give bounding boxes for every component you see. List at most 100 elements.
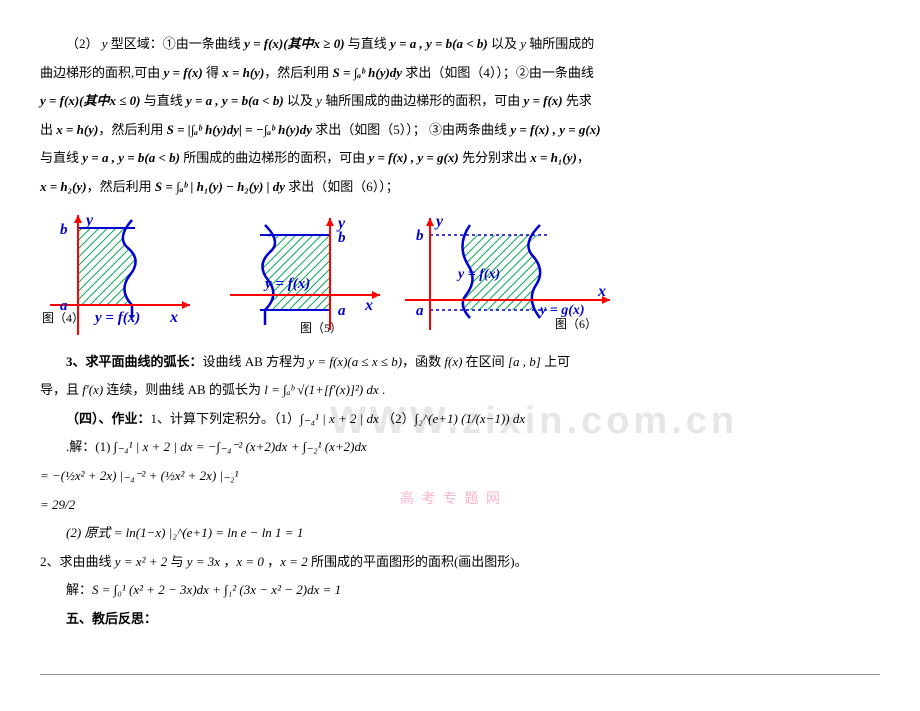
t: y = x² + 2 [115,554,167,569]
t: y = f(x)(a ≤ x ≤ b) [308,354,402,369]
t: 所围成的平面图形的面积(画出图形)。 [308,554,528,569]
t: 3、求平面曲线的弧长： [66,354,203,369]
x-axis-label: x [364,297,373,314]
t: S = ∫ₐᵇ | h₁(y) − h₂(y) | dy [155,179,285,194]
t: y = a , y = b(a < b) [82,150,180,165]
t: 连续，则曲线 AB 的弧长为 [103,382,264,397]
t: x = 2 [280,554,308,569]
t: ，然后利用 [87,179,155,194]
t: ， [577,150,590,165]
t: x = 0 [236,554,264,569]
figure-5: y b a y = f(x) x 图（5） [210,210,390,340]
para-15: 解：S = ∫₀¹ (x² + 2 − 3x)dx + ∫₁² (3x − x²… [40,576,880,605]
figure-6: y b a y = f(x) y = g(x) x 图（6） [400,210,620,340]
t: ∫₋₄¹ | x + 2 | dx = −∫₋₄⁻² (x+2)dx + ∫₋₂… [114,439,367,454]
curve-label: y = f(x) [263,276,310,292]
figure-4: y b a y = f(x) x 图（4） [40,210,200,340]
para-2: 曲边梯形的面积,可由 y = f(x) 得 x = h(y)，然后利用 S = … [40,59,880,88]
curve2-label: y = g(x) [538,303,585,318]
t: 1、计算下列定积分。（1） [151,411,301,426]
bottom-rule [40,674,880,675]
t: (2) 原式 = ln(1−x) |₂^(e+1) = ln e − ln 1 … [66,525,303,540]
t: ，然后利用 [264,65,332,80]
t: 以及 [284,93,317,108]
t: y = a , y = b(a < b) [390,36,488,51]
y-axis-label: y [84,212,94,229]
t: . [379,382,386,397]
t: 求出（如图（6））； [285,179,399,194]
para-9: （四）、作业：1、计算下列定积分。（1）∫₋₄¹ | x + 2 | dx （2… [40,405,880,434]
t: y [99,36,111,51]
t: 上可 [541,354,570,369]
para-14: 2、求由曲线 y = x² + 2 与 y = 3x ，x = 0 ，x = 2… [40,548,880,577]
t: 得 [203,65,223,80]
t: = −(½x² + 2x) |₋₄⁻² + (½x² + 2x) |₋₂¹ [40,468,238,483]
t: 出 [40,122,56,137]
t: 轴所围成的 [526,36,594,51]
b-label: b [60,222,68,238]
t: ∫₋₄¹ | x + 2 | dx [300,411,379,426]
t: 在区间 [462,354,508,369]
curve-label: y = f(x) [93,310,140,326]
caption: 图（6） [555,317,597,331]
para-5: 与直线 y = a , y = b(a < b) 所围成的曲边梯形的面积，可由 … [40,144,880,173]
t: 与 [167,554,187,569]
t: （四）、作业： [66,411,151,426]
t: ，函数 [402,354,444,369]
t: x = h₁(y) [530,150,577,165]
t: 解： [66,582,92,597]
b-label: b [416,228,424,244]
t: [a , b] [508,354,541,369]
t: 与直线 [40,150,82,165]
t: y = f(x) [523,93,562,108]
t: y = 3x [187,554,220,569]
y-axis-label: y [434,213,444,230]
para-16: 五、教后反思： [40,605,880,634]
para-11: = −(½x² + 2x) |₋₄⁻² + (½x² + 2x) |₋₂¹ [40,462,880,491]
curve1-label: y = f(x) [456,267,500,282]
t: 先分别求出 [459,150,531,165]
t: 曲边梯形的面积,可由 [40,65,164,80]
t: y = f(x) , y = g(x) [510,122,600,137]
t: f(x) [444,354,462,369]
t: （2） [379,411,415,426]
a-label: a [338,303,346,319]
para-8: 导，且 f′(x) 连续，则曲线 AB 的弧长为 l = ∫ₐᵇ √(1+[f′… [40,376,880,405]
t: 型区域：①由一条曲线 [111,36,244,51]
t: = 29/2 [40,497,75,512]
para-3: y = f(x)(其中x ≤ 0) 与直线 y = a , y = b(a < … [40,87,880,116]
t: 与直线 [140,93,186,108]
para-1: （2） y 型区域：①由一条曲线 y = f(x)(其中x ≥ 0) 与直线 y… [40,30,880,59]
t: 求出（如图（4））；②由一条曲线 [402,65,594,80]
t: l = ∫ₐᵇ √(1+[f′(x)]²) dx [264,382,378,397]
t: ， [220,554,236,569]
t: 轴所围成的曲边梯形的面积，可由 [322,93,524,108]
x-axis-label: x [597,283,606,300]
t: y = f(x)(其中x ≥ 0) [244,36,344,51]
t: S = ∫₀¹ (x² + 2 − 3x)dx + ∫₁² (3x − x² −… [92,582,341,597]
t: ， [264,554,280,569]
para-12: = 29/2 [40,491,880,520]
t: y = a , y = b(a < b) [186,93,284,108]
para-7: 3、求平面曲线的弧长：设曲线 AB 方程为 y = f(x)(a ≤ x ≤ b… [40,348,880,377]
para-13: (2) 原式 = ln(1−x) |₂^(e+1) = ln e − ln 1 … [40,519,880,548]
para-10: .解：(1) ∫₋₄¹ | x + 2 | dx = −∫₋₄⁻² (x+2)d… [40,433,880,462]
t: 导，且 [40,382,82,397]
document-content: （2） y 型区域：①由一条曲线 y = f(x)(其中x ≥ 0) 与直线 y… [40,30,880,634]
t: y = f(x) [164,65,203,80]
t: x = h(y) [56,122,98,137]
t: 与直线 [345,36,391,51]
t: （2） [66,36,99,51]
para-6: x = h₂(y)，然后利用 S = ∫ₐᵇ | h₁(y) − h₂(y) |… [40,173,880,202]
t: 求出（如图（5））； ③由两条曲线 [312,122,510,137]
t: y = f(x)(其中x ≤ 0) [40,93,140,108]
t: 所围成的曲边梯形的面积，可由 [180,150,369,165]
t: S = |∫ₐᵇ h(y)dy| = −∫ₐᵇ h(y)dy [167,122,312,137]
a-label: a [416,303,424,319]
t: ，然后利用 [98,122,166,137]
b-label: b [338,230,346,246]
t: 以及 [488,36,521,51]
t: .解：(1) [66,439,114,454]
caption: 图（5） [300,321,342,335]
para-4: 出 x = h(y)，然后利用 S = |∫ₐᵇ h(y)dy| = −∫ₐᵇ … [40,116,880,145]
